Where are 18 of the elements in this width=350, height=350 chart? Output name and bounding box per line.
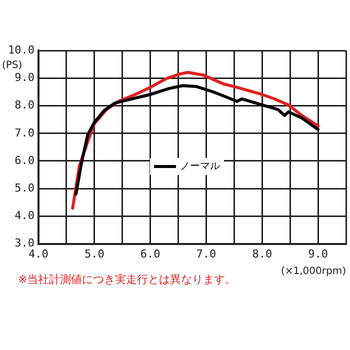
- y-tick-label: 9.0: [14, 71, 34, 84]
- text: ※当社計測値につき実走行とは異なります。: [18, 272, 236, 287]
- x-tick-label: 8.0: [252, 247, 272, 260]
- x-tick-label: 4.0: [28, 247, 48, 260]
- y-tick-label: 8.0: [14, 98, 34, 112]
- x-tick-label: 7.0: [196, 247, 216, 260]
- x-tick-label: 9.0: [308, 247, 328, 260]
- legend-label: ノーマル: [179, 160, 220, 173]
- y-axis-title: (PS): [2, 60, 22, 71]
- y-tick-label: 6.0: [14, 154, 34, 167]
- y-tick-label: 4.0: [14, 209, 34, 222]
- y-tick-label: 5.0: [14, 181, 34, 194]
- x-tick-label: 6.0: [140, 247, 160, 260]
- y-tick-label: 7.0: [14, 126, 34, 140]
- y-tick-label: 3.0: [14, 236, 34, 250]
- x-tick-label: 5.0: [84, 247, 104, 260]
- x-axis-title: (×1,000rpm): [280, 266, 346, 277]
- y-tick-label: 10.0: [8, 43, 34, 56]
